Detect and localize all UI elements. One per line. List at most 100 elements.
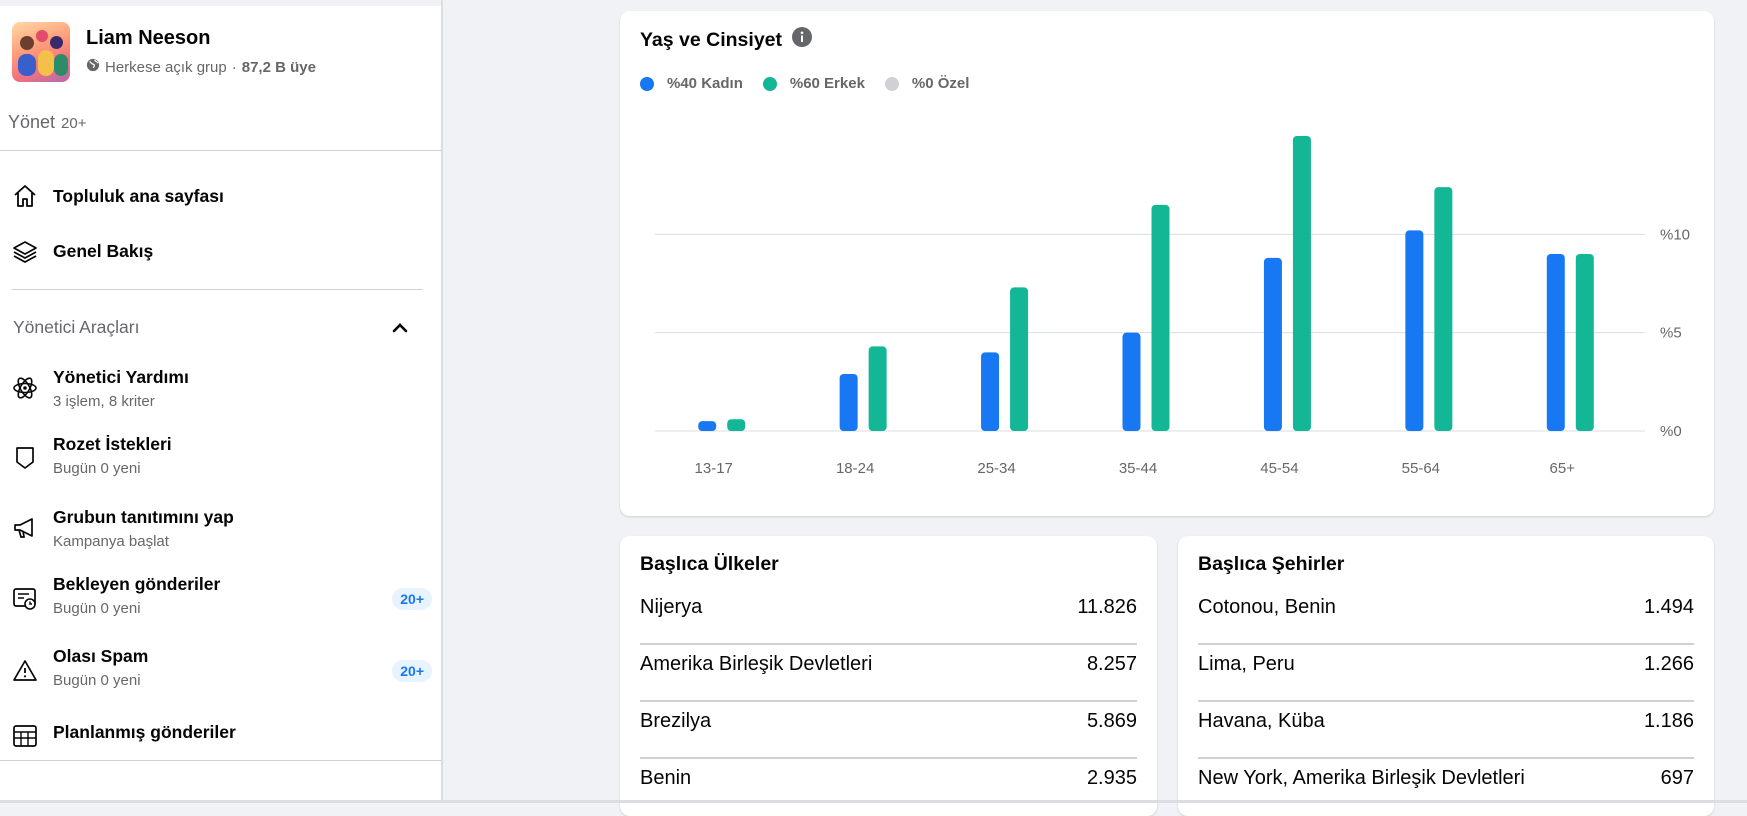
legend-dot [884, 76, 899, 91]
admin-tool-item[interactable]: Planlanmış gönderiler [12, 722, 432, 782]
admin-tool-subtitle: Bugün 0 yeni [53, 672, 141, 689]
admin-tool-subtitle: Bugün 0 yeni [53, 600, 141, 617]
bar-female-65+[interactable] [1546, 254, 1565, 431]
bar-female-18-24[interactable] [839, 373, 858, 431]
age-gender-bar-chart: %0 %5 %10 13-17 18-24 25-34 35-44 45-54 55-64 65+ [655, 136, 1690, 477]
country-name: Amerika Birleşik Devletleri [640, 653, 873, 675]
manage-header[interactable]: Yönet 20+ [8, 112, 87, 133]
divider [0, 760, 441, 761]
bar-male-45-54[interactable] [1292, 136, 1311, 431]
legend-label: %60 Erkek [789, 75, 865, 92]
admin-tool-item[interactable]: Yönetici Yardımı 3 işlem, 8 kriter [12, 367, 432, 427]
pending-posts-icon [12, 586, 38, 612]
spam-count-badge: 20+ [392, 660, 432, 682]
globe-icon [86, 58, 100, 76]
admin-tool-item[interactable]: Grubun tanıtımını yap Kampanya başlat [12, 507, 432, 567]
bar-male-65+[interactable] [1575, 254, 1594, 431]
country-value: 11.826 [1077, 596, 1137, 618]
pending-count-badge: 20+ [392, 588, 432, 610]
age-gender-card: Yaş ve Cinsiyet %40 Kadın %60 Erkek %0 Ö… [620, 11, 1714, 516]
legend-label: %40 Kadın [667, 75, 743, 92]
bar-male-25-34[interactable] [1010, 287, 1029, 431]
y-tick-label: %5 [1660, 325, 1682, 342]
legend-item: %0 Özel [884, 75, 970, 92]
x-tick-label: 25-34 [977, 460, 1015, 477]
bar-male-35-44[interactable] [1151, 204, 1170, 431]
country-value: 5.869 [1086, 710, 1137, 732]
x-tick-label: 55-64 [1402, 460, 1440, 477]
admin-tool-subtitle: Kampanya başlat [53, 533, 169, 550]
divider [0, 150, 441, 151]
legend-dot [640, 76, 654, 91]
legend-item: %60 Erkek [762, 75, 865, 92]
list-item: Nijerya 11.826 [640, 588, 1137, 645]
admin-tool-title: Grubun tanıtımını yap [53, 507, 234, 527]
manage-count: 20+ [61, 115, 87, 132]
admin-tool-item[interactable]: Bekleyen gönderiler Bugün 0 yeni 20+ [12, 574, 432, 634]
list-item: Brezilya 5.869 [640, 702, 1137, 759]
layers-icon [12, 238, 38, 264]
x-tick-label: 45-54 [1260, 460, 1298, 477]
group-meta: Herkese açık grup · 87,2 B üye [86, 58, 316, 76]
atom-icon [12, 375, 38, 401]
x-tick-label: 18-24 [836, 460, 874, 477]
admin-tool-title: Bekleyen gönderiler [53, 574, 221, 594]
legend-label: %0 Özel [911, 75, 970, 92]
group-avatar[interactable] [12, 22, 70, 82]
top-countries-card: Başlıca Ülkeler Nijerya 11.826 Amerika Bi… [620, 536, 1157, 816]
admin-tool-item[interactable]: Rozet İstekleri Bugün 0 yeni [12, 434, 432, 494]
manage-label: Yönet [8, 112, 56, 132]
legend-dot [762, 76, 777, 91]
bar-male-18-24[interactable] [868, 346, 887, 431]
admin-tool-title: Olası Spam [53, 646, 149, 666]
info-icon[interactable] [792, 27, 813, 53]
bar-female-55-64[interactable] [1405, 230, 1424, 431]
list-item: New York, Amerika Birleşik Devletleri 697 [1198, 759, 1694, 816]
megaphone-icon [12, 515, 38, 541]
list-item: Amerika Birleşik Devletleri 8.257 [640, 645, 1137, 702]
country-name: Brezilya [640, 710, 712, 732]
admin-tools-title: Yönetici Araçları [13, 317, 140, 337]
nav-community-home-label: Topluluk ana sayfası [53, 185, 224, 206]
bar-female-25-34[interactable] [981, 352, 1000, 431]
bar-female-45-54[interactable] [1263, 257, 1282, 431]
nav-community-home[interactable]: Topluluk ana sayfası [12, 183, 224, 209]
sidebar: Liam Neeson Herkese açık grup · 87,2 B ü… [0, 0, 443, 803]
warning-icon [12, 658, 38, 684]
top-countries-list: Nijerya 11.826 Amerika Birleşik Devletler… [640, 588, 1137, 816]
group-member-count[interactable]: 87,2 B üye [241, 58, 316, 76]
admin-tool-item[interactable]: Olası Spam Bugün 0 yeni 20+ [12, 646, 432, 706]
group-name[interactable]: Liam Neeson [86, 27, 211, 49]
list-item: Benin 2.935 [640, 759, 1137, 816]
bar-female-35-44[interactable] [1122, 332, 1141, 431]
chevron-up-icon[interactable] [388, 316, 412, 340]
bar-male-13-17[interactable] [727, 419, 746, 431]
bar-female-13-17[interactable] [698, 421, 717, 431]
age-gender-title: Yaş ve Cinsiyet [640, 28, 783, 51]
top-cities-list: Cotonou, Benin 1.494 Lima, Peru 1.266 Hava… [1198, 588, 1694, 816]
list-item: Cotonou, Benin 1.494 [1198, 588, 1694, 645]
top-cities-card: Başlıca Şehirler Cotonou, Benin 1.494 Lim… [1178, 536, 1714, 816]
age-gender-header: Yaş ve Cinsiyet [640, 27, 813, 53]
nav-overview[interactable]: Genel Bakış [12, 238, 153, 264]
badge-shield-icon [12, 444, 38, 470]
chart-legend: %40 Kadın %60 Erkek %0 Özel [640, 75, 969, 92]
top-cities-title: Başlıca Şehirler [1198, 553, 1345, 575]
admin-tool-title: Yönetici Yardımı [53, 367, 189, 387]
list-item: Havana, Küba 1.186 [1198, 702, 1694, 759]
country-name: Nijerya [640, 596, 703, 618]
admin-tool-title: Rozet İstekleri [53, 434, 172, 454]
city-value: 1.186 [1643, 710, 1694, 732]
list-item: Lima, Peru 1.266 [1198, 645, 1694, 702]
y-tick-label: %0 [1660, 423, 1682, 440]
city-value: 1.266 [1643, 653, 1694, 675]
city-name: Havana, Küba [1198, 710, 1325, 732]
x-tick-label: 35-44 [1119, 460, 1157, 477]
x-tick-label: 65+ [1550, 460, 1576, 477]
country-value: 2.935 [1086, 767, 1137, 789]
group-privacy: Herkese açık grup [105, 58, 227, 76]
admin-tool-title: Planlanmış gönderiler [53, 722, 236, 742]
home-icon [12, 183, 38, 209]
country-name: Benin [640, 767, 692, 789]
bar-male-55-64[interactable] [1434, 187, 1453, 431]
